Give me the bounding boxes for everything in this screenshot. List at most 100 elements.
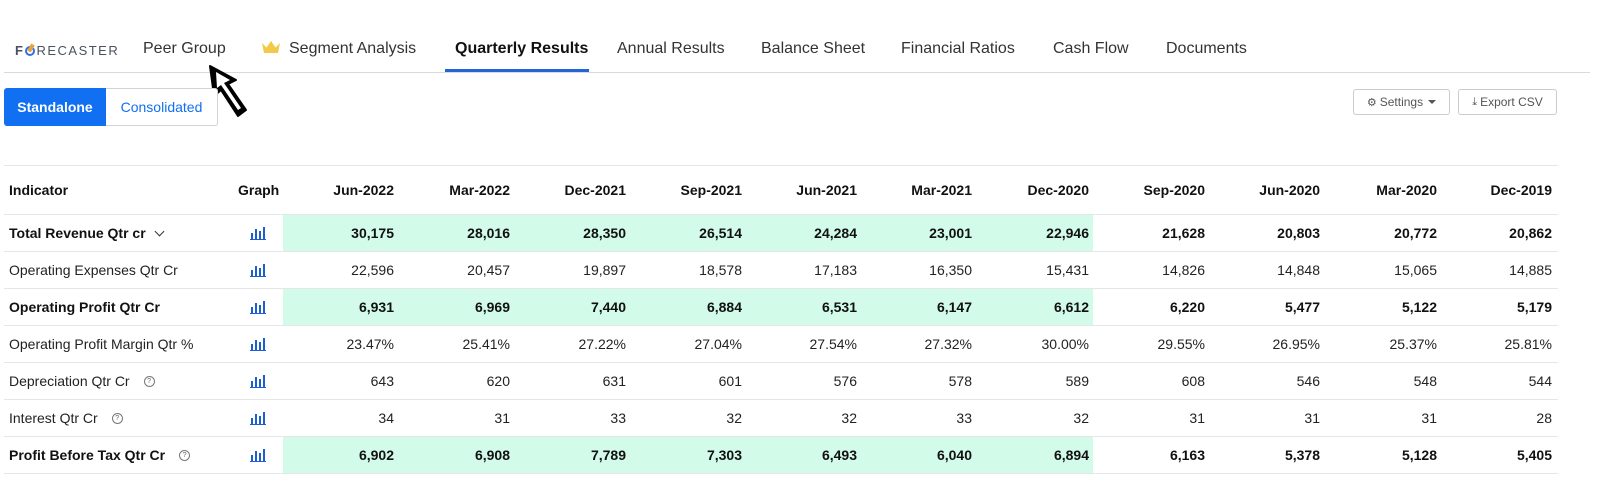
forecaster-logo[interactable]: F RECASTER bbox=[15, 43, 119, 58]
value-cell: 28,016 bbox=[467, 225, 510, 241]
bar-chart-icon[interactable] bbox=[250, 411, 266, 425]
bar-chart-icon[interactable] bbox=[250, 337, 266, 351]
value-cell: 16,350 bbox=[929, 262, 972, 278]
help-icon[interactable]: ? bbox=[143, 375, 155, 387]
value-cell: 5,179 bbox=[1516, 299, 1552, 315]
table-row[interactable]: Total Revenue Qtr cr 30,175 28,016 28,350 26… bbox=[4, 215, 1558, 252]
value-cell: 30,175 bbox=[351, 225, 394, 241]
export-csv-label: Export CSV bbox=[1480, 95, 1543, 109]
value-cell: 5,128 bbox=[1401, 447, 1437, 463]
value-cell: 27.32% bbox=[924, 336, 972, 352]
graph-cell bbox=[246, 400, 270, 436]
table-row[interactable]: Operating Profit Qtr Cr 6,931 6,969 7,440 6,… bbox=[4, 289, 1558, 326]
bar-chart-icon[interactable] bbox=[250, 374, 266, 388]
tab-segment-analysis[interactable]: Segment Analysis bbox=[261, 40, 416, 58]
value-cell: 22,946 bbox=[1046, 225, 1089, 241]
value-cell: 23.47% bbox=[346, 336, 394, 352]
indicator-cell: Interest Qtr Cr? bbox=[9, 400, 123, 436]
value-cell: 22,596 bbox=[351, 262, 394, 278]
header-period[interactable]: Dec-2021 bbox=[564, 182, 627, 198]
table-row[interactable]: Depreciation Qtr Cr? 643 620 631 601 576 578 58… bbox=[4, 363, 1558, 400]
value-cell: 27.54% bbox=[809, 336, 857, 352]
indicator-cell: Depreciation Qtr Cr? bbox=[9, 363, 155, 399]
value-cell: 20,457 bbox=[467, 262, 510, 278]
settings-button[interactable]: ⚙ Settings bbox=[1353, 89, 1450, 115]
value-cell: 32 bbox=[1073, 410, 1089, 426]
value-cell: 14,826 bbox=[1162, 262, 1205, 278]
crown-icon bbox=[262, 41, 280, 53]
tab-cash-flow[interactable]: Cash Flow bbox=[1053, 40, 1129, 57]
indicator-label: Operating Profit Qtr Cr bbox=[9, 299, 160, 315]
bar-chart-icon[interactable] bbox=[250, 226, 266, 240]
value-cell: 6,908 bbox=[474, 447, 510, 463]
graph-cell bbox=[246, 215, 270, 251]
value-cell: 15,431 bbox=[1046, 262, 1089, 278]
value-cell: 31 bbox=[494, 410, 510, 426]
value-cell: 26,514 bbox=[699, 225, 742, 241]
header-period[interactable]: Sep-2021 bbox=[680, 182, 742, 198]
tab-annual-results[interactable]: Annual Results bbox=[617, 40, 725, 57]
help-icon[interactable]: ? bbox=[179, 449, 191, 461]
header-period[interactable]: Jun-2020 bbox=[1259, 182, 1320, 198]
table-row[interactable]: Operating Profit Margin Qtr % 23.47% 25.41… bbox=[4, 326, 1558, 363]
value-cell: 7,440 bbox=[590, 299, 626, 315]
table-header-row: Indicator Graph Jun-2022 Mar-2022 Dec-2021 Se… bbox=[4, 166, 1558, 215]
header-period[interactable]: Dec-2019 bbox=[1490, 182, 1553, 198]
value-cell: 20,803 bbox=[1277, 225, 1320, 241]
download-icon: ⤓ bbox=[1472, 95, 1478, 108]
standalone-button[interactable]: Standalone bbox=[4, 88, 106, 126]
header-indicator: Indicator bbox=[9, 182, 69, 198]
value-cell: 18,578 bbox=[699, 262, 742, 278]
value-cell: 32 bbox=[841, 410, 857, 426]
tab-quarterly-results[interactable]: Quarterly Results bbox=[455, 40, 589, 57]
header-period[interactable]: Mar-2022 bbox=[449, 182, 510, 198]
bar-chart-icon[interactable] bbox=[250, 300, 266, 314]
header-period[interactable]: Mar-2020 bbox=[1376, 182, 1437, 198]
value-cell: 548 bbox=[1413, 373, 1437, 389]
consolidated-button[interactable]: Consolidated bbox=[106, 88, 218, 126]
value-cell: 7,789 bbox=[590, 447, 626, 463]
value-cell: 27.22% bbox=[578, 336, 626, 352]
indicator-label: Profit Before Tax Qtr Cr bbox=[9, 447, 166, 463]
header-period[interactable]: Dec-2020 bbox=[1027, 182, 1090, 198]
header-graph: Graph bbox=[238, 182, 280, 198]
tab-balance-sheet[interactable]: Balance Sheet bbox=[761, 40, 866, 57]
header-period[interactable]: Sep-2020 bbox=[1143, 182, 1205, 198]
table-row[interactable]: Profit Before Tax Qtr Cr? 6,902 6,908 7,789… bbox=[4, 437, 1558, 474]
highlight-band bbox=[283, 215, 1093, 251]
tab-documents[interactable]: Documents bbox=[1166, 40, 1247, 57]
value-cell: 6,612 bbox=[1053, 299, 1089, 315]
value-cell: 33 bbox=[956, 410, 972, 426]
settings-label: Settings bbox=[1379, 95, 1424, 109]
header-period[interactable]: Jun-2021 bbox=[796, 182, 857, 198]
header-period[interactable]: Jun-2022 bbox=[333, 182, 394, 198]
bar-chart-icon[interactable] bbox=[250, 448, 266, 462]
value-cell: 25.37% bbox=[1389, 336, 1437, 352]
value-cell: 25.41% bbox=[462, 336, 510, 352]
value-cell: 5,378 bbox=[1284, 447, 1320, 463]
value-cell: 28,350 bbox=[583, 225, 626, 241]
value-cell: 23,001 bbox=[929, 225, 972, 241]
help-icon[interactable]: ? bbox=[111, 412, 123, 424]
value-cell: 34 bbox=[378, 410, 394, 426]
value-cell: 6,147 bbox=[936, 299, 972, 315]
value-cell: 589 bbox=[1065, 373, 1089, 389]
table-row[interactable]: Operating Expenses Qtr Cr 22,596 20,457 19,… bbox=[4, 252, 1558, 289]
value-cell: 14,885 bbox=[1509, 262, 1552, 278]
table-row[interactable]: Interest Qtr Cr? 34 31 33 32 32 33 32 31 31 31 28 bbox=[4, 400, 1558, 437]
bar-chart-icon[interactable] bbox=[250, 263, 266, 277]
export-csv-button[interactable]: ⤓ Export CSV bbox=[1458, 89, 1557, 115]
value-cell: 27.04% bbox=[694, 336, 742, 352]
logo-letter-f: F bbox=[15, 43, 25, 58]
graph-cell bbox=[246, 363, 270, 399]
value-cell: 576 bbox=[833, 373, 857, 389]
tab-peer-group[interactable]: Peer Group bbox=[143, 40, 226, 57]
header-period[interactable]: Mar-2021 bbox=[911, 182, 972, 198]
value-cell: 15,065 bbox=[1394, 262, 1437, 278]
value-cell: 31 bbox=[1189, 410, 1205, 426]
value-cell: 33 bbox=[610, 410, 626, 426]
tab-financial-ratios[interactable]: Financial Ratios bbox=[901, 40, 1015, 57]
chevron-down-icon[interactable] bbox=[154, 226, 165, 236]
indicator-label: Operating Expenses Qtr Cr bbox=[9, 262, 178, 278]
value-cell: 6,931 bbox=[358, 299, 394, 315]
